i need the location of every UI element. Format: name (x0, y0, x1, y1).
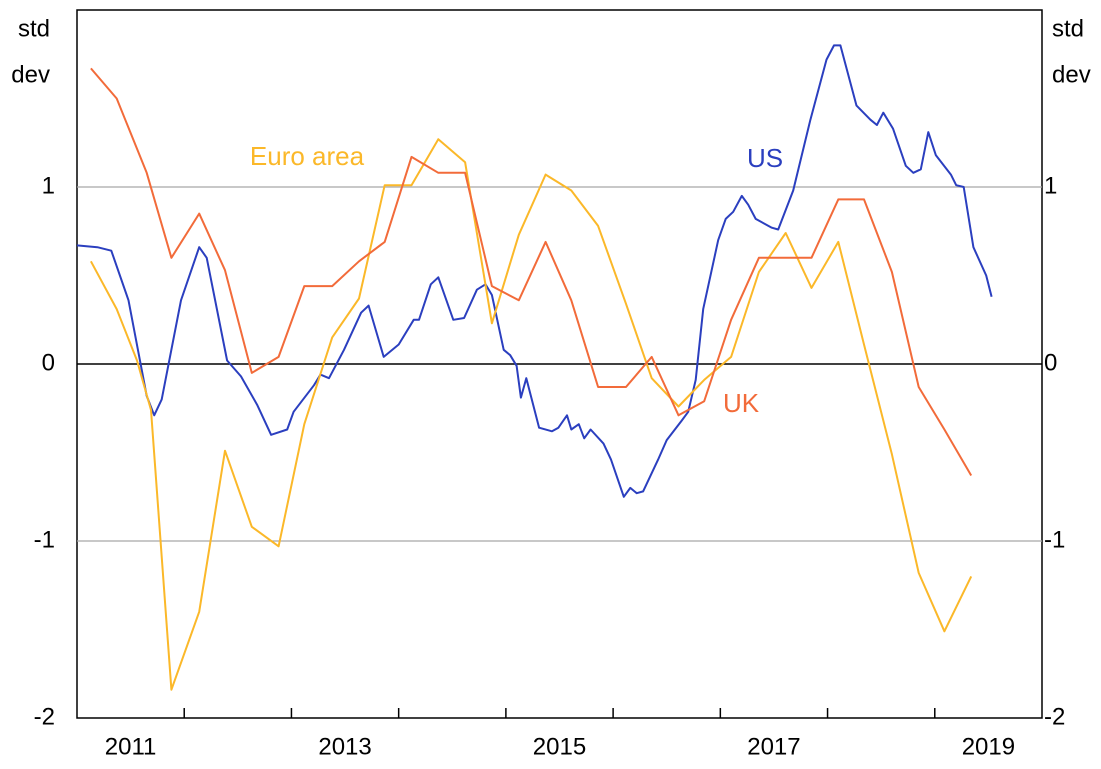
x-tick-label: 2017 (747, 733, 800, 760)
y2-axis-label: dev (1052, 61, 1091, 88)
x-tick-label: 2015 (533, 733, 586, 760)
series-line (90, 67, 973, 477)
y-tick-label: 1 (42, 172, 55, 199)
y2-tick-label: -2 (1044, 703, 1065, 730)
y-tick-label: -1 (34, 526, 55, 553)
y-axis-label: std (18, 15, 50, 42)
y-tick-label: -2 (34, 703, 55, 730)
y-axis-label: dev (11, 61, 50, 88)
y-tick-label: 0 (42, 349, 55, 376)
series-label: UK (723, 388, 760, 418)
series-label: Euro area (250, 141, 365, 171)
series-label: US (747, 143, 783, 173)
y2-tick-label: -1 (1044, 526, 1065, 553)
x-tick-label: 2013 (318, 733, 371, 760)
y2-axis-label: std (1052, 15, 1084, 42)
series-line (76, 44, 993, 498)
y2-tick-label: 0 (1044, 349, 1057, 376)
x-tick-label: 2019 (962, 733, 1015, 760)
y2-tick-label: 1 (1044, 172, 1057, 199)
series-line (90, 138, 973, 691)
x-tick-label: 2011 (105, 733, 157, 760)
